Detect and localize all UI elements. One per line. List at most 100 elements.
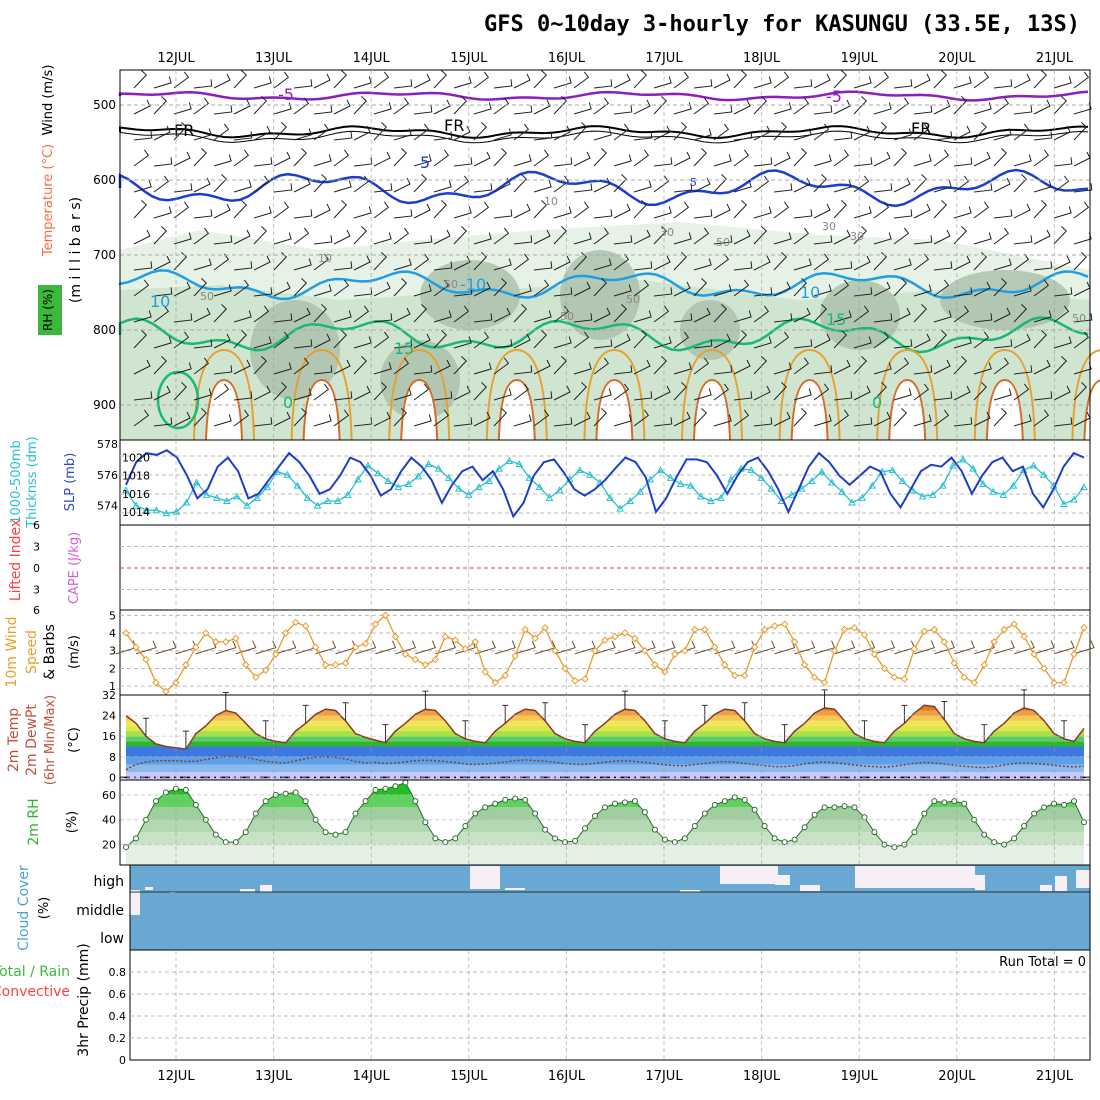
wind-speed-point — [1060, 678, 1068, 687]
wind-barb — [1053, 96, 1068, 115]
wind-barb-10m — [1033, 640, 1055, 655]
wind-barb — [873, 411, 891, 427]
wind-barb — [873, 183, 893, 193]
wind-barb — [913, 414, 932, 427]
rh-point — [931, 798, 938, 805]
wind-barb — [193, 278, 208, 297]
wind-barb-10m — [714, 640, 736, 655]
wind-barb — [573, 411, 591, 427]
wind-barb — [913, 123, 930, 141]
wind-barb — [173, 151, 191, 167]
wind-barb — [593, 388, 612, 401]
wind-barb — [413, 105, 433, 115]
wind-barb — [893, 408, 908, 427]
wind-speed-point — [1040, 664, 1048, 673]
wind-barb — [1033, 409, 1050, 427]
wind-speed-point — [341, 659, 350, 667]
wind-barb — [713, 174, 728, 193]
wind-barb — [973, 122, 988, 141]
wind-barb — [573, 201, 590, 219]
thickness-point — [444, 473, 453, 481]
wind-barb — [773, 382, 788, 401]
wind-barb — [953, 255, 971, 271]
wind-barb — [253, 336, 272, 349]
wind-barb — [1013, 154, 1032, 167]
minmax-whisker — [981, 724, 988, 743]
wind-barb — [693, 307, 711, 323]
wind-barb — [213, 253, 230, 271]
wind-barb — [513, 304, 528, 323]
date-tick-top: 18JUL — [743, 51, 781, 66]
rh-point — [482, 804, 489, 811]
wind-barb — [973, 362, 992, 375]
isotherm-15-closed — [156, 370, 200, 430]
wind-barb — [633, 70, 648, 89]
rh-point — [352, 810, 359, 817]
rh-point — [741, 796, 748, 803]
wind-speed-point — [930, 625, 939, 634]
rh-point — [372, 786, 379, 793]
wind-barb — [333, 70, 348, 89]
wind-barb — [253, 417, 273, 427]
wind-barb — [153, 175, 170, 193]
wind-barb — [593, 307, 611, 323]
wind-speed-point — [591, 647, 599, 655]
date-tick-top: 16JUL — [548, 51, 586, 66]
wind-speed-point — [741, 671, 749, 680]
thickness-point — [918, 492, 927, 500]
temp-tick: 8 — [109, 751, 116, 764]
cloud-gap — [505, 888, 525, 890]
wind-speed-point — [850, 624, 859, 632]
wind-barb — [773, 122, 788, 141]
wind-barb — [133, 180, 152, 193]
wind-barb-10m — [395, 640, 417, 655]
wind-speed-point — [371, 620, 380, 628]
wind-barb — [193, 97, 210, 115]
wind-barb — [373, 252, 388, 271]
cloud-gap — [680, 890, 700, 892]
wind-barb — [413, 154, 432, 167]
wind-barb — [433, 279, 450, 297]
rh-point — [492, 800, 499, 807]
rh-point — [522, 796, 529, 803]
thickness-point — [666, 473, 675, 481]
wind-barb — [933, 391, 953, 401]
wind-speed-point — [1020, 632, 1028, 641]
rh-point — [292, 789, 299, 796]
contour-label: 0 — [872, 393, 882, 412]
wind-barb — [373, 313, 393, 323]
isotherm-10 — [118, 269, 1089, 301]
contour-label: -5 — [826, 87, 842, 106]
wind-barb — [673, 281, 691, 297]
thickness-point — [132, 501, 140, 509]
minmax-whisker — [382, 724, 389, 743]
wind-barb — [593, 227, 610, 245]
temp-band — [126, 764, 1084, 773]
wind-barb — [653, 226, 668, 245]
wind-barb — [273, 252, 288, 271]
wind-speed-point — [860, 631, 869, 639]
thickness-point — [928, 490, 937, 498]
contour-label: FR — [444, 116, 464, 135]
wind-barb — [353, 175, 370, 193]
wind-barb — [593, 278, 608, 297]
wind-barb — [373, 281, 391, 297]
wind-barb — [773, 71, 790, 89]
wind-barb — [293, 278, 308, 297]
wind-barb — [313, 414, 332, 427]
wind-barb — [333, 330, 348, 349]
wind-barb — [573, 122, 588, 141]
wind-barb — [353, 76, 372, 89]
wind-barb — [713, 333, 731, 349]
rh-point — [472, 810, 479, 817]
wind-barb-10m — [495, 640, 516, 655]
wind-barb — [953, 96, 968, 115]
wind-barb — [553, 255, 571, 271]
wind-barb — [233, 409, 250, 427]
wind-barb — [953, 125, 971, 141]
wind-barb — [553, 76, 572, 89]
wind-barb — [513, 414, 532, 427]
wind-barb — [693, 339, 713, 349]
rh-point — [661, 836, 668, 843]
wind-barb — [233, 279, 250, 297]
